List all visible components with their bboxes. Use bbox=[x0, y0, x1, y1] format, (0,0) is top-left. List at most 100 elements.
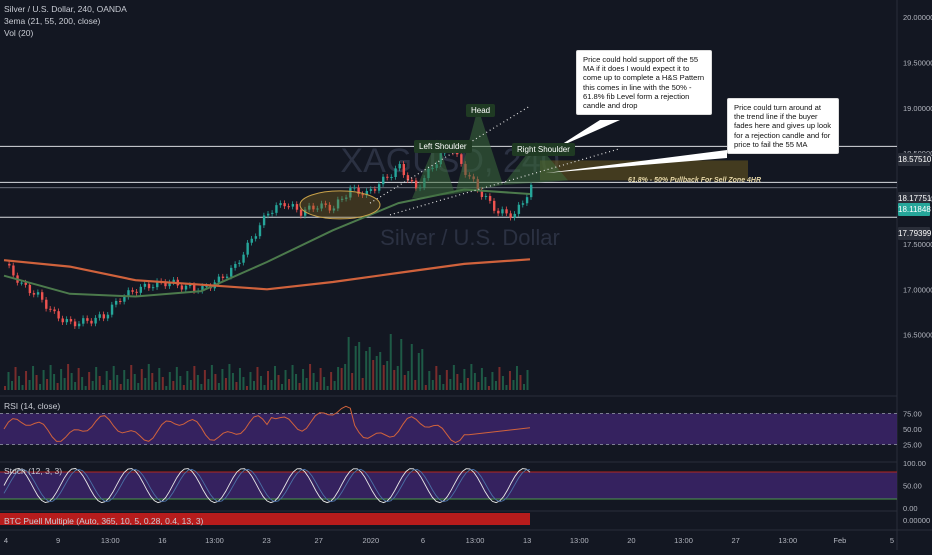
price-tag-level-1: 18.57510 bbox=[898, 153, 932, 166]
puell-tick-label: 0.00000 bbox=[903, 516, 930, 525]
volume-bar bbox=[459, 383, 462, 390]
volume-bar bbox=[295, 374, 298, 390]
volume-bar bbox=[11, 381, 14, 390]
volume-bar bbox=[445, 370, 448, 390]
volume-bar bbox=[368, 347, 371, 390]
candle-body bbox=[61, 318, 64, 323]
candle-body bbox=[361, 194, 364, 196]
candle-body bbox=[217, 276, 221, 283]
volume-bar bbox=[337, 367, 340, 390]
candle-body bbox=[262, 215, 266, 226]
volume-bar bbox=[396, 366, 399, 390]
candle-body bbox=[238, 262, 241, 265]
candle-body bbox=[106, 314, 110, 319]
volume-bar bbox=[351, 373, 354, 390]
volume-bar bbox=[242, 377, 245, 390]
price-tag-level-2: 18.17751 bbox=[898, 192, 932, 205]
candle-body bbox=[254, 236, 258, 239]
candle-body bbox=[49, 308, 52, 310]
volume-bar bbox=[407, 371, 410, 390]
head-label: Head bbox=[466, 104, 496, 117]
volume-bar bbox=[228, 364, 231, 390]
candle-body bbox=[119, 300, 122, 302]
candle-body bbox=[353, 187, 356, 189]
volume-bar bbox=[179, 376, 182, 390]
x-tick-label: 27 bbox=[731, 536, 739, 545]
volume-bar bbox=[193, 366, 196, 390]
x-tick-label: 13:00 bbox=[466, 536, 485, 545]
volume-bar bbox=[431, 380, 434, 390]
volume-bar bbox=[333, 381, 336, 390]
volume-bar bbox=[466, 378, 469, 390]
volume-bar bbox=[267, 371, 269, 390]
rsi-tick-label: 25.00 bbox=[903, 441, 922, 450]
volume-bar bbox=[235, 382, 238, 390]
candle-body bbox=[28, 284, 32, 294]
volume-bar bbox=[309, 364, 312, 390]
candle-body bbox=[180, 285, 184, 290]
volume-bar bbox=[340, 368, 343, 390]
volume-bar bbox=[102, 385, 105, 390]
volume-bar bbox=[172, 381, 175, 390]
candle-body bbox=[184, 285, 188, 290]
volume-bar bbox=[379, 352, 382, 390]
candle-body bbox=[414, 180, 418, 189]
callout-1-pointer bbox=[555, 120, 620, 149]
volume-bar bbox=[88, 372, 91, 390]
volume-bar bbox=[4, 386, 6, 390]
candle-body bbox=[308, 205, 311, 210]
volume-bar bbox=[424, 385, 427, 390]
rsi-tick-label: 50.00 bbox=[903, 425, 922, 434]
volume-bar bbox=[133, 374, 136, 390]
volume-bar bbox=[382, 365, 385, 390]
candle-body bbox=[517, 204, 521, 214]
candle-body bbox=[336, 199, 340, 209]
volume-bar bbox=[358, 342, 361, 390]
volume-bar bbox=[95, 367, 98, 390]
volume-bar bbox=[210, 365, 213, 390]
candle-body bbox=[456, 152, 459, 155]
candle-body bbox=[398, 163, 401, 169]
volume-bar bbox=[305, 378, 308, 390]
x-tick-label: 27 bbox=[315, 536, 323, 545]
head-shape bbox=[455, 107, 503, 194]
rsi-tick-label: 75.00 bbox=[903, 410, 922, 419]
candle-body bbox=[98, 314, 101, 318]
volume-bar bbox=[67, 364, 70, 390]
candle-body bbox=[156, 281, 159, 288]
volume-bar bbox=[281, 384, 284, 390]
volume-bar bbox=[126, 379, 129, 390]
right-shoulder-shape bbox=[503, 142, 568, 185]
volume-bar bbox=[375, 356, 378, 390]
candle-body bbox=[114, 300, 118, 305]
volume-bar bbox=[221, 369, 224, 390]
volume-bar bbox=[312, 373, 315, 390]
candle-body bbox=[188, 285, 192, 287]
candle-body bbox=[521, 203, 525, 205]
candle-body bbox=[505, 209, 508, 214]
candle-body bbox=[328, 204, 332, 211]
candle-body bbox=[242, 254, 245, 263]
volume-bar bbox=[119, 384, 122, 390]
watermark-name: Silver / U.S. Dollar bbox=[380, 225, 560, 250]
volume-bar bbox=[56, 383, 59, 390]
candle-body bbox=[525, 197, 529, 204]
candle-body bbox=[90, 320, 93, 324]
volume-bar bbox=[284, 370, 287, 390]
candle-body bbox=[110, 304, 114, 315]
x-tick-label: 13:00 bbox=[101, 536, 120, 545]
volume-bar bbox=[14, 367, 17, 390]
volume-bar bbox=[435, 366, 438, 390]
volume-bar bbox=[403, 375, 406, 390]
volume-bar bbox=[249, 372, 252, 390]
x-tick-label: 20 bbox=[627, 536, 635, 545]
volume-bar bbox=[231, 373, 234, 390]
candle-body bbox=[316, 208, 319, 210]
candle-body bbox=[201, 286, 204, 291]
volume-bar bbox=[196, 375, 199, 390]
volume-bar bbox=[147, 364, 150, 390]
y-tick-label: 17.50000 bbox=[903, 240, 932, 249]
